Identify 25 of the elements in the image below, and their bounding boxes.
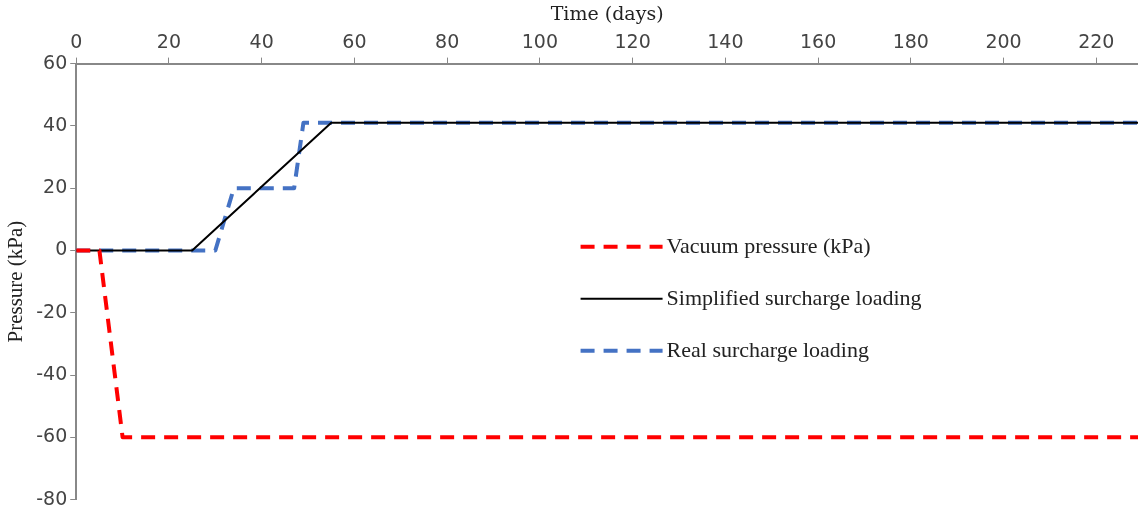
x-tick-label: 140 [707, 30, 744, 53]
y-tick-label: -80 [36, 486, 68, 509]
legend-label: Vacuum pressure (kPa) [666, 232, 871, 258]
x-axis-title: Time (days) [550, 2, 664, 25]
x-tick-label: 40 [249, 30, 274, 53]
x-tick-label: 100 [521, 30, 559, 53]
y-tick-label: 60 [43, 50, 68, 73]
legend-label: Real surcharge loading [666, 336, 869, 362]
y-tick-label: -40 [36, 361, 68, 384]
x-tick-label: 80 [435, 30, 460, 53]
x-tick-label: 220 [1078, 30, 1115, 53]
x-tick-label: 200 [985, 30, 1022, 53]
x-tick-label: 120 [614, 30, 651, 53]
y-tick-label: -20 [36, 299, 68, 322]
x-tick-label: 60 [342, 30, 367, 53]
y-tick-label: 40 [43, 112, 68, 135]
x-tick-label: 0 [70, 30, 83, 53]
x-tick-label: 180 [892, 30, 929, 53]
legend-label: Simplified surcharge loading [666, 284, 922, 310]
y-axis-title: Pressure (kPa) [3, 220, 28, 343]
x-tick-label: 20 [156, 30, 182, 53]
y-tick-label: 0 [55, 237, 68, 260]
y-tick-label: 20 [43, 175, 68, 198]
y-tick-label: -60 [36, 424, 68, 447]
x-tick-label: 160 [799, 30, 837, 53]
